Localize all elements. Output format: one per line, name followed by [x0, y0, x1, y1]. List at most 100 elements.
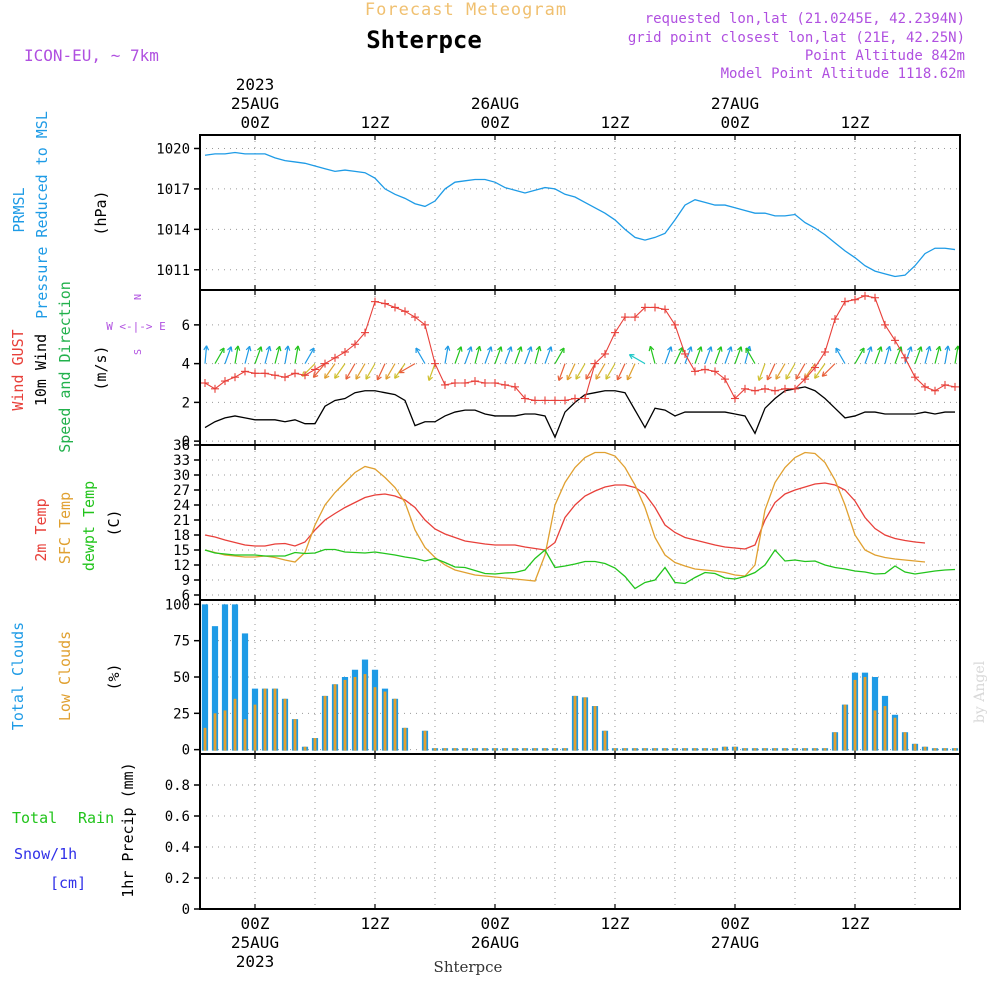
y-tick-label: 75 — [173, 634, 190, 650]
low-cloud-bar — [663, 748, 667, 751]
wind-arrow-head — [312, 372, 316, 378]
y-tick-label: 4 — [182, 357, 190, 373]
time-label: 25AUG — [231, 94, 279, 113]
wind-arrow-head — [385, 376, 391, 380]
low-cloud-bar — [723, 746, 727, 751]
wind-arrow-head — [954, 345, 959, 351]
wind-direction-arrow — [284, 345, 289, 364]
time-label: 2023 — [236, 952, 275, 971]
wind-arrow-head — [500, 346, 503, 352]
time-label: 00Z — [721, 113, 750, 132]
panel-frame — [199, 753, 961, 910]
wind-direction-arrow — [664, 346, 672, 364]
low-cloud-bar — [483, 748, 487, 751]
temp-unit-label: (C) — [105, 509, 123, 536]
wind-arrow-head — [309, 347, 315, 352]
wind-arrow-head — [245, 345, 251, 351]
low-cloud-bar — [583, 697, 587, 751]
wind-direction-arrow — [204, 345, 208, 364]
low-cloud-bar — [373, 687, 377, 751]
wind-arrow-head — [835, 347, 841, 352]
panel-clouds: 0 25 50 75 100 — [165, 597, 961, 759]
wind-arrow-head — [907, 346, 912, 351]
wind-direction-arrow — [274, 346, 281, 364]
wind-arrow-head — [935, 345, 941, 351]
wind-arrow-head — [670, 346, 673, 352]
wind-arrow-head — [627, 376, 632, 381]
low-cloud-bar — [933, 748, 937, 751]
wind-arrow-head — [324, 375, 330, 379]
wind-arrow-head — [617, 376, 622, 381]
wind-direction-arrow — [324, 363, 336, 379]
wind-arrow-head — [717, 346, 722, 351]
wind-arrow-head — [757, 375, 760, 381]
wind-arrow-head — [398, 368, 403, 373]
low-cloud-bar — [863, 677, 867, 751]
wind-arrow-head — [795, 376, 801, 380]
wind-arrow-head — [880, 346, 883, 352]
low-cloud-bar — [253, 704, 257, 751]
wind-direction-arrow — [254, 346, 262, 364]
total-rain-label-total: Total — [12, 809, 57, 827]
wind-arrow-head — [520, 346, 523, 352]
low-cloud-bar — [633, 748, 637, 751]
wind-direction-arrow — [334, 363, 346, 379]
wind-arrow-head — [557, 375, 560, 381]
wind-arrow-head — [279, 346, 282, 352]
y-tick-label: 50 — [173, 670, 190, 686]
wind-arrow-head — [475, 345, 481, 351]
wind-direction-arrow — [714, 346, 722, 364]
wind-direction-arrow — [376, 363, 386, 381]
total-rain-label-rain: Rain — [78, 809, 114, 827]
low-cloud-bar — [713, 748, 717, 751]
wind-direction-arrow — [814, 363, 826, 379]
y-tick-label: 9 — [182, 573, 190, 589]
wind-arrow-head — [567, 376, 572, 381]
low-cloud-bar — [953, 748, 957, 751]
prmsl-label: PRMSL — [10, 187, 28, 232]
wind-arrow-head — [324, 373, 326, 379]
wind-arrow-head — [585, 376, 591, 380]
low-cloud-bar — [853, 679, 857, 751]
wind-arrow-head — [687, 346, 692, 351]
low-cloud-bar — [573, 695, 577, 751]
total-cloud-bar — [201, 604, 209, 751]
low-cloud-bar — [753, 748, 757, 751]
time-label: 12Z — [361, 914, 390, 933]
time-label: 27AUG — [711, 933, 759, 952]
low-cloud-bar — [423, 730, 427, 751]
low-cloud-bar — [313, 738, 317, 751]
low-cloud-bar — [563, 748, 567, 751]
wind-arrow-head — [230, 346, 233, 352]
wind-arrow-head — [460, 346, 463, 352]
wind-arrow-head — [497, 346, 502, 351]
low-cloud-bar — [303, 746, 307, 751]
compass-row: W <-|-> E — [106, 320, 166, 333]
wind-direction-label: Speed and Direction — [56, 281, 74, 453]
low-cloud-bar — [893, 717, 897, 751]
wind-arrow-head — [249, 346, 252, 352]
wind-arrow-head — [821, 371, 825, 377]
cloud-panel-labels: Total Clouds Low Clouds (%) — [9, 622, 123, 730]
credit-label: by Angel — [972, 660, 988, 723]
wind-arrow-head — [925, 345, 931, 351]
wind-direction-arrow — [684, 346, 692, 364]
wind-direction-arrow — [724, 346, 732, 364]
low-cloud-bar — [213, 713, 217, 751]
total-clouds-label: Total Clouds — [9, 622, 27, 730]
y-tick-label: 30 — [173, 468, 190, 484]
wind-arrow-head — [490, 346, 493, 352]
wind-direction-arrow — [775, 363, 786, 380]
y-tick-label: 18 — [173, 528, 190, 544]
panel-precip: 0 0.2 0.4 0.6 0.8 — [165, 753, 961, 918]
temperature-panel-labels: 2m Temp SFC Temp dewpt Temp (C) — [32, 481, 123, 571]
wind-direction-arrow — [428, 363, 436, 381]
y-tick-label: 0 — [182, 902, 190, 918]
wind-gust-label: Wind GUST — [9, 329, 27, 410]
wind-direction-arrow — [629, 354, 646, 365]
wind-arrow-head — [547, 346, 552, 351]
y-tick-label: 0.6 — [165, 809, 190, 825]
low-cloud-bar — [553, 748, 557, 751]
wind-arrow-head — [345, 376, 351, 380]
total-cloud-bar — [221, 604, 229, 751]
